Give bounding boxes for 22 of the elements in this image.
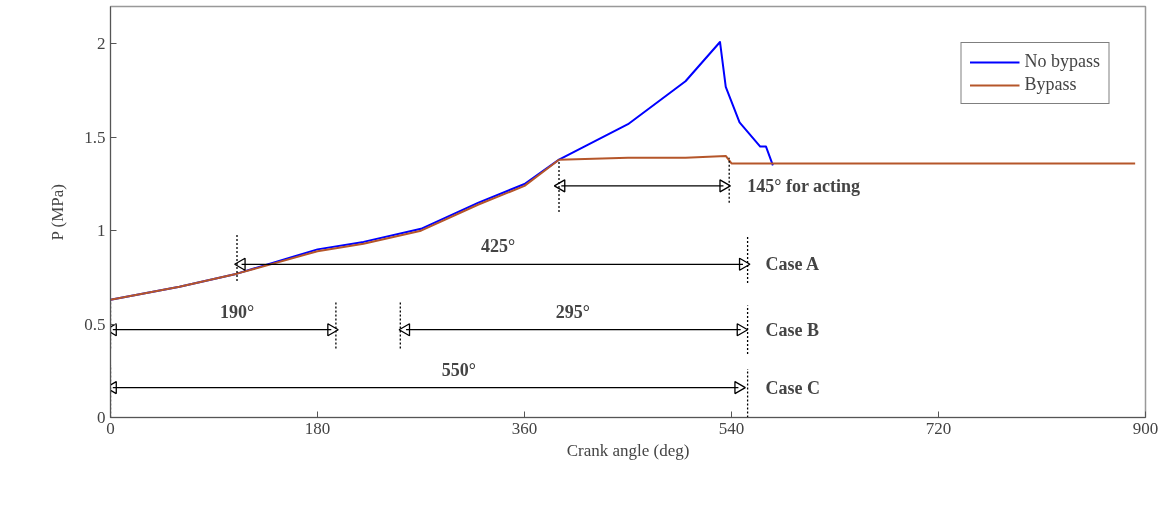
y-tick-label: 0.5 [84, 314, 106, 334]
x-tick-label: 180 [304, 418, 331, 438]
annotation: Case C [765, 377, 821, 398]
legend-label: No bypass [1024, 51, 1100, 72]
x-tick-label: 900 [1132, 418, 1159, 438]
legend-label: Bypass [1024, 74, 1077, 95]
line-series [110, 154, 1137, 301]
annotation: 295° [555, 301, 590, 322]
annotation: Case A [765, 254, 820, 275]
y-axis-title: P (MPa) [48, 184, 68, 241]
y-tick-label: 1.5 [84, 127, 106, 147]
x-tick-label: 540 [718, 418, 745, 438]
annotation: 550° [441, 359, 477, 380]
x-axis-title: Crank angle (deg) [566, 440, 690, 460]
x-tick-label: 720 [925, 418, 952, 438]
annotation: 190° [219, 301, 255, 322]
annotation: 145° for acting [747, 175, 861, 196]
annotation: 425° [480, 236, 516, 257]
annotation: Case B [765, 319, 820, 340]
y-tick-label: 2 [97, 34, 106, 54]
x-tick-label: 360 [511, 418, 538, 438]
y-tick-label: 1 [97, 221, 106, 241]
